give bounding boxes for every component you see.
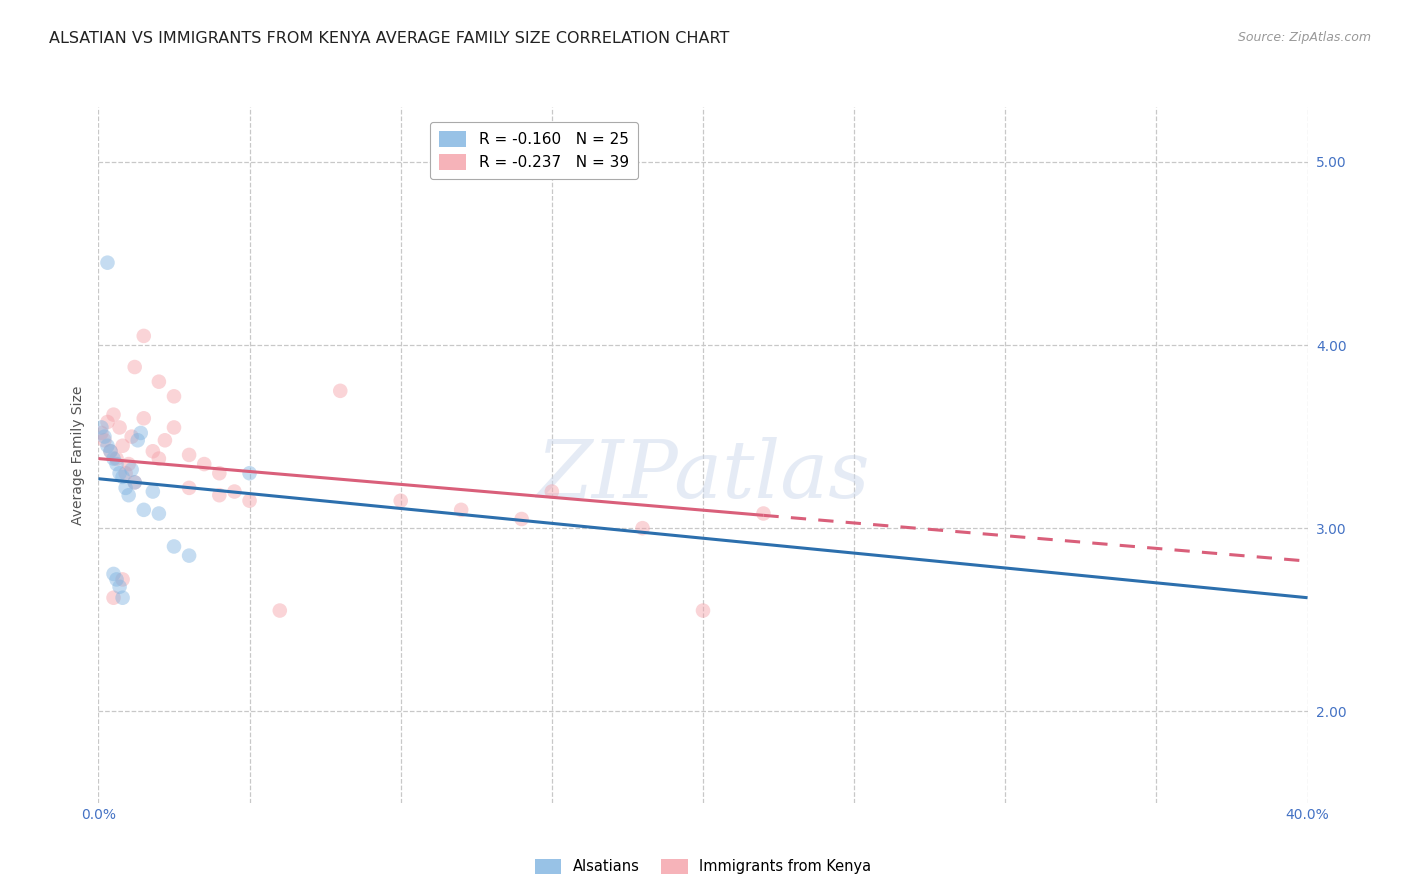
Y-axis label: Average Family Size: Average Family Size	[72, 385, 86, 524]
Point	[93, 434, 115, 448]
Point	[148, 507, 170, 521]
Point	[540, 484, 562, 499]
Point	[111, 573, 134, 587]
Point	[114, 467, 136, 481]
Point	[103, 451, 125, 466]
Point	[631, 521, 654, 535]
Point	[179, 448, 201, 462]
Point	[103, 408, 125, 422]
Point	[179, 481, 201, 495]
Point	[450, 503, 472, 517]
Legend: Alsatians, Immigrants from Kenya: Alsatians, Immigrants from Kenya	[529, 853, 877, 880]
Point	[118, 457, 141, 471]
Point	[132, 503, 155, 517]
Point	[132, 329, 155, 343]
Point	[208, 488, 231, 502]
Point	[127, 434, 149, 448]
Point	[132, 411, 155, 425]
Point	[108, 467, 131, 481]
Text: ALSATIAN VS IMMIGRANTS FROM KENYA AVERAGE FAMILY SIZE CORRELATION CHART: ALSATIAN VS IMMIGRANTS FROM KENYA AVERAG…	[49, 31, 730, 46]
Point	[105, 457, 128, 471]
Point	[142, 444, 165, 458]
Point	[129, 425, 152, 440]
Point	[100, 444, 122, 458]
Point	[108, 420, 131, 434]
Point	[121, 462, 143, 476]
Point	[179, 549, 201, 563]
Point	[111, 591, 134, 605]
Point	[103, 566, 125, 581]
Point	[752, 507, 775, 521]
Point	[124, 359, 146, 374]
Point	[193, 457, 215, 471]
Point	[269, 603, 291, 617]
Point	[108, 580, 131, 594]
Point	[124, 475, 146, 490]
Point	[148, 375, 170, 389]
Point	[389, 493, 412, 508]
Point	[114, 481, 136, 495]
Point	[239, 467, 262, 481]
Point	[239, 493, 262, 508]
Point	[163, 540, 186, 554]
Point	[111, 470, 134, 484]
Point	[103, 591, 125, 605]
Point	[163, 420, 186, 434]
Point	[90, 420, 112, 434]
Point	[148, 451, 170, 466]
Point	[105, 573, 128, 587]
Point	[692, 603, 714, 617]
Point	[224, 484, 246, 499]
Point	[93, 429, 115, 443]
Point	[100, 444, 122, 458]
Point	[329, 384, 352, 398]
Point	[153, 434, 176, 448]
Point	[510, 512, 533, 526]
Point	[90, 425, 112, 440]
Point	[118, 488, 141, 502]
Text: ZIPatlas: ZIPatlas	[536, 437, 870, 515]
Point	[96, 439, 118, 453]
Text: Source: ZipAtlas.com: Source: ZipAtlas.com	[1237, 31, 1371, 45]
Point	[163, 389, 186, 403]
Point	[96, 415, 118, 429]
Point	[96, 255, 118, 269]
Point	[105, 451, 128, 466]
Point	[208, 467, 231, 481]
Point	[124, 475, 146, 490]
Legend: R = -0.160   N = 25, R = -0.237   N = 39: R = -0.160 N = 25, R = -0.237 N = 39	[430, 121, 638, 179]
Point	[121, 429, 143, 443]
Point	[142, 484, 165, 499]
Point	[111, 439, 134, 453]
